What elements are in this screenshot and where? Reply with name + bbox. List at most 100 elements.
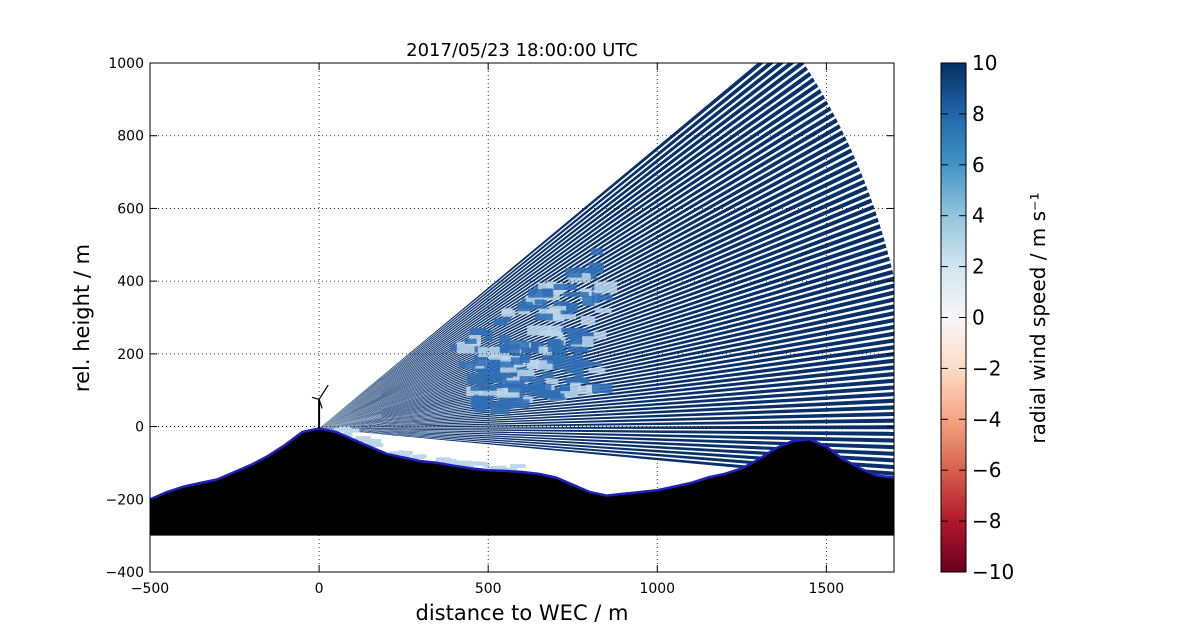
wind-speed-patch — [559, 384, 570, 393]
wind-speed-patch — [549, 305, 567, 311]
grid-lines — [150, 63, 894, 572]
radar-beam — [319, 142, 850, 429]
wind-speed-patch — [367, 441, 381, 446]
wind-speed-patch — [526, 362, 537, 368]
radar-beam — [319, 276, 894, 429]
radar-beams — [319, 63, 894, 483]
wind-speed-patch — [538, 346, 548, 354]
wind-speed-patch — [447, 458, 455, 463]
wind-speed-patch — [553, 284, 577, 290]
wind-speed-patch — [493, 318, 508, 326]
wind-speed-patch — [582, 295, 595, 306]
wind-speed-patch — [535, 313, 553, 321]
wind-speed-patch — [527, 360, 553, 370]
wind-speed-patch — [464, 460, 472, 465]
wind-speed-patch — [567, 327, 579, 340]
radar-beam — [319, 378, 894, 429]
wind-speed-patch — [503, 341, 530, 350]
radar-beam — [319, 405, 894, 429]
radar-beam — [319, 217, 879, 429]
terrain-outline — [150, 427, 894, 501]
radar-beam — [319, 385, 894, 429]
wind-speed-patch — [466, 386, 483, 397]
wind-speed-patch — [575, 347, 587, 353]
wind-speed-patch — [521, 359, 540, 364]
radar-beam — [319, 77, 815, 429]
radar-beam — [319, 297, 894, 429]
wind-speed-patch — [547, 357, 560, 364]
radar-beam — [319, 63, 785, 429]
radar-beam — [319, 83, 819, 429]
radar-beam — [319, 428, 894, 470]
wind-speed-patch — [592, 383, 613, 393]
plot-area — [150, 63, 894, 572]
wind-speed-patch — [591, 291, 601, 303]
wind-speed-patch — [527, 325, 551, 336]
wind-speed-patch — [581, 316, 596, 326]
colorbar-tick-label: −4 — [972, 407, 1001, 431]
wind-speed-patch — [575, 361, 602, 366]
wind-speed-patch — [514, 391, 525, 401]
y-tick-label: −200 — [106, 492, 144, 508]
wind-speed-patch — [505, 468, 518, 472]
wind-speed-patch — [591, 248, 603, 256]
wind-speed-patch — [594, 281, 618, 294]
radar-beam — [319, 71, 812, 429]
wind-speed-patch — [478, 390, 503, 396]
wind-speed-patch — [496, 388, 520, 398]
wind-speed-patch — [456, 460, 472, 465]
wind-speed-patches — [334, 248, 618, 472]
radar-beam — [319, 204, 875, 429]
wec-blade — [318, 384, 329, 400]
wind-speed-patch — [472, 397, 484, 409]
colorbar-tick-label: 6 — [972, 153, 985, 177]
wind-speed-patch — [558, 355, 576, 364]
radar-beam — [319, 148, 853, 429]
wind-speed-patch — [568, 273, 591, 283]
wind-speed-patch — [534, 299, 544, 305]
wind-speed-patch — [577, 385, 594, 395]
wec-layer — [311, 384, 329, 429]
colorbar: 10 8 6 4 2 0 −2 −4 −6 −8 −10 — [940, 51, 1014, 584]
wind-speed-patch — [566, 379, 589, 384]
wind-speed-patch — [588, 367, 606, 374]
plot-frame — [149, 62, 895, 573]
colorbar-tick-label: 0 — [972, 306, 985, 330]
y-tick-label: 400 — [117, 274, 144, 290]
radar-beam — [319, 428, 894, 436]
radar-beam — [319, 311, 894, 429]
colorbar-label: radial wind speed / m s⁻¹ — [1026, 192, 1050, 443]
radar-beam — [319, 318, 894, 429]
wind-speed-patch — [563, 292, 589, 297]
colorbar-tick-label: 8 — [972, 102, 985, 126]
radar-beam — [319, 398, 894, 429]
wind-speed-patch — [543, 393, 565, 398]
wind-speed-patch — [570, 382, 581, 392]
wind-speed-patch — [473, 360, 487, 367]
radar-beam — [319, 365, 894, 429]
colorbar-tick-label: 4 — [972, 204, 985, 228]
x-tick-label: 1500 — [809, 581, 845, 597]
wind-speed-patch — [517, 308, 531, 315]
radar-beam — [319, 89, 822, 429]
wind-speed-patch — [573, 332, 594, 338]
wind-speed-patch — [360, 437, 370, 442]
wind-speed-patch — [402, 453, 411, 458]
radar-beam — [319, 428, 894, 443]
wind-speed-patch — [389, 451, 402, 456]
wind-speed-patch — [578, 328, 589, 335]
wind-speed-patch — [542, 288, 553, 297]
colorbar-tick-label: −6 — [972, 458, 1001, 482]
terrain-layer — [150, 427, 894, 536]
wec-blade — [318, 399, 323, 409]
y-tick-label: −400 — [106, 565, 144, 581]
wind-speed-patch — [476, 402, 501, 409]
wind-speed-patch — [525, 295, 543, 305]
radar-beam — [319, 198, 873, 429]
radar-beam — [319, 100, 829, 429]
wind-speed-patch — [574, 372, 584, 379]
wind-speed-patch — [337, 427, 352, 432]
y-tick-label: 1000 — [108, 56, 144, 72]
